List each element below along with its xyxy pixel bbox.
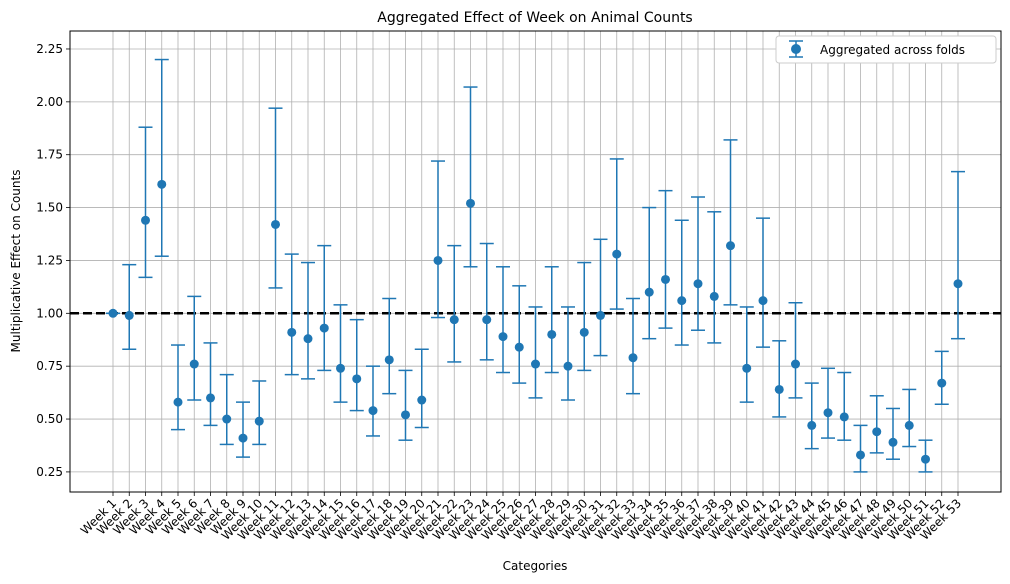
- data-point: [287, 327, 297, 337]
- data-point: [222, 414, 232, 424]
- data-point: [498, 332, 508, 342]
- data-point: [124, 310, 134, 320]
- data-point: [173, 397, 183, 407]
- data-point: [612, 249, 622, 259]
- data-point: [433, 255, 443, 265]
- y-tick-label: 0.50: [36, 412, 63, 426]
- grid: [70, 31, 1001, 492]
- x-axis-label: Categories: [503, 559, 568, 573]
- data-point: [791, 359, 800, 369]
- data-point: [921, 454, 930, 464]
- legend-label: Aggregated across folds: [820, 43, 965, 57]
- data-point: [709, 291, 719, 301]
- data-point: [807, 420, 817, 430]
- error-bars: [106, 58, 965, 473]
- y-tick-label: 0.25: [36, 465, 63, 479]
- legend: Aggregated across folds: [775, 35, 997, 64]
- data-point: [953, 279, 963, 289]
- data-point: [758, 296, 768, 306]
- data-point: [254, 416, 264, 426]
- y-tick-label: 1.00: [36, 306, 63, 320]
- y-tick-label: 1.50: [36, 201, 63, 215]
- data-point: [856, 450, 865, 460]
- data-point: [271, 219, 280, 229]
- data-point: [141, 215, 150, 225]
- legend-frame: [775, 35, 997, 64]
- y-tick-label: 1.75: [36, 148, 63, 162]
- data-point: [547, 329, 557, 339]
- y-axis-label: Multiplicative Effect on Counts: [9, 170, 23, 353]
- data-point: [596, 310, 605, 320]
- legend-marker-icon: [791, 44, 801, 54]
- data-point: [238, 433, 248, 443]
- data-point: [888, 437, 898, 447]
- data-point: [466, 198, 475, 208]
- y-tick-label: 2.25: [36, 42, 63, 56]
- data-point: [693, 279, 703, 289]
- data-point: [482, 315, 492, 325]
- data-point: [352, 374, 362, 384]
- data-point: [514, 342, 524, 352]
- data-point: [336, 363, 345, 373]
- data-point: [628, 353, 638, 363]
- y-tick-label: 1.25: [36, 253, 63, 267]
- data-point: [904, 420, 914, 430]
- data-point: [661, 274, 670, 284]
- data-point: [839, 412, 849, 422]
- data-point: [368, 406, 378, 416]
- data-point: [401, 410, 410, 420]
- data-point: [579, 327, 589, 337]
- data-point: [206, 393, 215, 403]
- data-point: [872, 427, 882, 437]
- data-point: [319, 323, 329, 333]
- data-point: [303, 334, 313, 344]
- data-point: [644, 287, 654, 297]
- data-point: [823, 408, 833, 418]
- data-point: [563, 361, 573, 371]
- y-tick-label: 0.75: [36, 359, 63, 373]
- data-point: [677, 296, 687, 306]
- data-points: [108, 179, 963, 464]
- data-point: [417, 395, 427, 405]
- data-point: [726, 241, 735, 251]
- y-tick-label: 2.00: [36, 95, 63, 109]
- data-point: [774, 384, 784, 394]
- data-point: [384, 355, 394, 365]
- data-point: [742, 363, 752, 373]
- data-point: [531, 359, 540, 369]
- data-point: [157, 179, 167, 189]
- data-point: [108, 308, 118, 318]
- data-point: [937, 378, 947, 388]
- data-point: [189, 359, 199, 369]
- chart-title: Aggregated Effect of Week on Animal Coun…: [377, 10, 692, 26]
- data-point: [449, 315, 459, 325]
